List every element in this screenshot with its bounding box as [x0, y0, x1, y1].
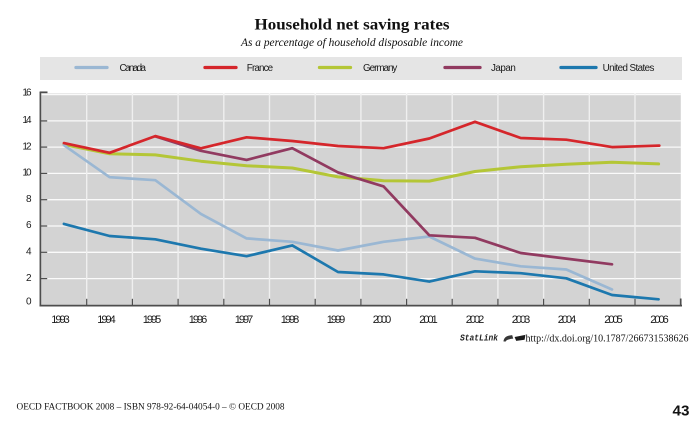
svg-text:Household net saving rates: Household net saving rates: [255, 17, 450, 34]
svg-text:4: 4: [26, 247, 32, 258]
svg-text:2004: 2004: [558, 314, 577, 326]
svg-text:1996: 1996: [189, 314, 208, 326]
svg-text:OECD FACTBOOK 2008 – ISBN 978-: OECD FACTBOOK 2008 – ISBN 978-92-64-0405…: [17, 401, 286, 411]
svg-text:http://dx.doi.org/10.1787/2667: http://dx.doi.org/10.1787/266731538626: [526, 333, 689, 344]
svg-text:2000: 2000: [373, 314, 392, 326]
svg-text:2001: 2001: [419, 314, 438, 326]
svg-text:United States: United States: [603, 63, 655, 74]
svg-text:1994: 1994: [97, 314, 116, 326]
svg-text:1999: 1999: [327, 314, 346, 326]
svg-text:Germany: Germany: [363, 63, 397, 74]
svg-text:1993: 1993: [51, 314, 70, 326]
svg-text:2: 2: [26, 273, 32, 284]
svg-text:2003: 2003: [512, 314, 531, 326]
svg-text:0: 0: [26, 296, 32, 307]
svg-text:6: 6: [26, 220, 32, 231]
svg-text:12: 12: [22, 141, 32, 152]
svg-text:Japan: Japan: [491, 63, 516, 74]
svg-text:Canada: Canada: [120, 63, 147, 74]
svg-text:1997: 1997: [235, 314, 254, 326]
svg-text:StatLink: StatLink: [460, 334, 499, 344]
svg-text:16: 16: [22, 87, 32, 98]
svg-text:10: 10: [22, 168, 32, 179]
svg-text:2002: 2002: [466, 314, 485, 326]
svg-text:As a percentage of household d: As a percentage of household disposable …: [240, 37, 463, 49]
svg-text:France: France: [247, 63, 274, 74]
svg-text:1995: 1995: [143, 314, 162, 326]
svg-text:2005: 2005: [604, 314, 623, 326]
svg-text:43: 43: [673, 402, 690, 419]
svg-text:8: 8: [26, 194, 32, 205]
svg-text:1998: 1998: [281, 314, 300, 326]
svg-text:2006: 2006: [650, 314, 669, 326]
svg-text:14: 14: [22, 115, 32, 126]
